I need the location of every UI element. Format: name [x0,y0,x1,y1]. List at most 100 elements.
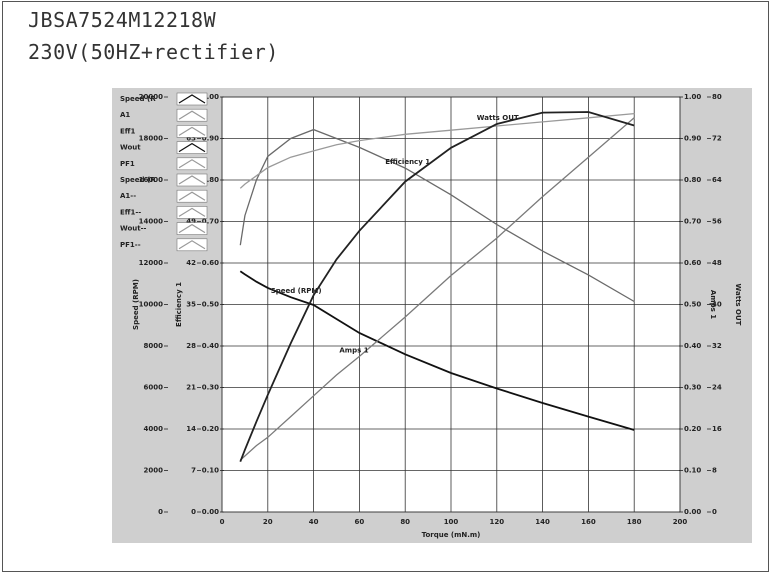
series-line [239,117,635,461]
y-tick-label: 16000 [139,176,163,184]
y-axis-title: Efficiency 1 [175,282,183,327]
x-tick-label: 20 [263,518,273,526]
y-axis-title: Speed (RPM) [132,279,140,330]
legend-swatch [178,207,206,217]
legend-swatch [178,240,206,250]
legend-icon [176,141,208,154]
y-axis-title: Amps 1 [709,290,717,319]
y-tick-label: 64 [712,176,722,184]
y-tick-label: 0.80 [684,176,701,184]
legend-swatch [178,175,206,185]
y-tick-label: 0.80 [202,176,219,184]
legend-swatch [178,110,206,120]
legend-label: Speed (R [120,95,156,103]
y-tick-label: 35 [186,301,196,309]
y-tick-label: 0.40 [684,342,701,350]
x-tick-label: 120 [489,518,504,526]
legend-icon [176,222,208,235]
legend-label: Wout [120,144,141,152]
y-tick-label: 0.90 [684,135,701,143]
legend-label: Eff1-- [120,208,141,216]
y-tick-label: 7 [191,467,196,475]
y-tick-label: 0.30 [202,384,219,392]
x-tick-label: 0 [220,518,225,526]
legend-icon [176,189,208,203]
y-axis-title: Watts OUT [734,284,742,326]
legend-label: PF1-- [120,241,141,249]
series-label: Amps 1 [339,346,368,354]
legend-swatch [178,223,206,234]
y-tick-label: 28 [186,342,196,350]
x-axis-title: Torque (mN.m) [422,531,481,539]
y-tick-label: 80 [712,93,722,101]
y-tick-label: 0.90 [202,135,219,143]
legend-icon [176,125,208,138]
model-title: JBSA7524M12218W [28,8,217,32]
legend-icon [176,108,208,122]
legend-icon [176,92,208,106]
legend-icon [176,238,208,252]
y-tick-label: 0.70 [202,218,219,226]
legend-swatch [178,191,206,201]
y-tick-label: 4000 [144,425,164,433]
y-tick-label: 6000 [144,384,164,392]
y-tick-label: 0.30 [684,384,701,392]
x-tick-label: 60 [355,518,365,526]
series-line [239,112,635,189]
x-tick-label: 80 [400,518,410,526]
legend-label: PF1 [120,160,135,168]
series-line [239,270,635,431]
series-label: Watts OUT [477,114,519,122]
y-tick-label: 32 [712,342,722,350]
y-tick-label: 0 [191,508,196,516]
x-tick-label: 160 [581,518,596,526]
series-label: Efficiency 1 [385,158,430,166]
legend-swatch [178,94,206,104]
y-tick-label: 0.10 [202,467,219,475]
x-tick-label: 200 [673,518,688,526]
supply-subtitle: 230V(50HZ+rectifier) [28,40,279,64]
legend-label: Wout-- [120,225,147,233]
y-tick-label: 63 [186,135,196,143]
legend-label: Speed (R [120,176,156,184]
y-tick-label: 72 [712,135,722,143]
y-tick-label: 20000 [139,93,163,101]
y-tick-label: 0.40 [202,342,219,350]
legend-icon [176,157,208,171]
x-tick-label: 140 [535,518,550,526]
y-tick-label: 21 [186,384,196,392]
y-tick-label: 8 [712,467,717,475]
y-tick-label: 42 [186,259,196,267]
x-tick-label: 180 [627,518,642,526]
y-tick-label: 0.20 [684,425,701,433]
y-tick-label: 1.00 [684,93,701,101]
series-line [239,111,635,463]
y-tick-label: 0.10 [684,467,701,475]
y-tick-label: 0.00 [684,508,701,516]
legend-label: Eff1 [120,127,135,135]
y-tick-label: 0.50 [684,301,701,309]
y-tick-label: 2000 [144,467,164,475]
y-tick-label: 0.20 [202,425,219,433]
y-tick-label: 18000 [139,135,163,143]
y-tick-label: 0 [158,508,163,516]
y-tick-label: 10000 [139,301,163,309]
x-tick-label: 100 [444,518,459,526]
y-tick-label: 0.60 [684,259,701,267]
y-tick-label: 0.50 [202,301,219,309]
y-tick-label: 0.60 [202,259,219,267]
y-tick-label: 40 [712,301,722,309]
x-tick-label: 40 [309,518,319,526]
y-tick-label: 0.70 [684,218,701,226]
y-tick-label: 1.00 [202,93,219,101]
legend-swatch [178,126,206,136]
y-tick-label: 48 [712,259,722,267]
y-tick-label: 24 [712,384,722,392]
y-tick-label: 56 [712,218,722,226]
series-label: Speed (RPM) [271,287,322,295]
y-tick-label: 8000 [144,342,164,350]
y-tick-label: 0.00 [202,508,219,516]
y-tick-label: 12000 [139,259,163,267]
